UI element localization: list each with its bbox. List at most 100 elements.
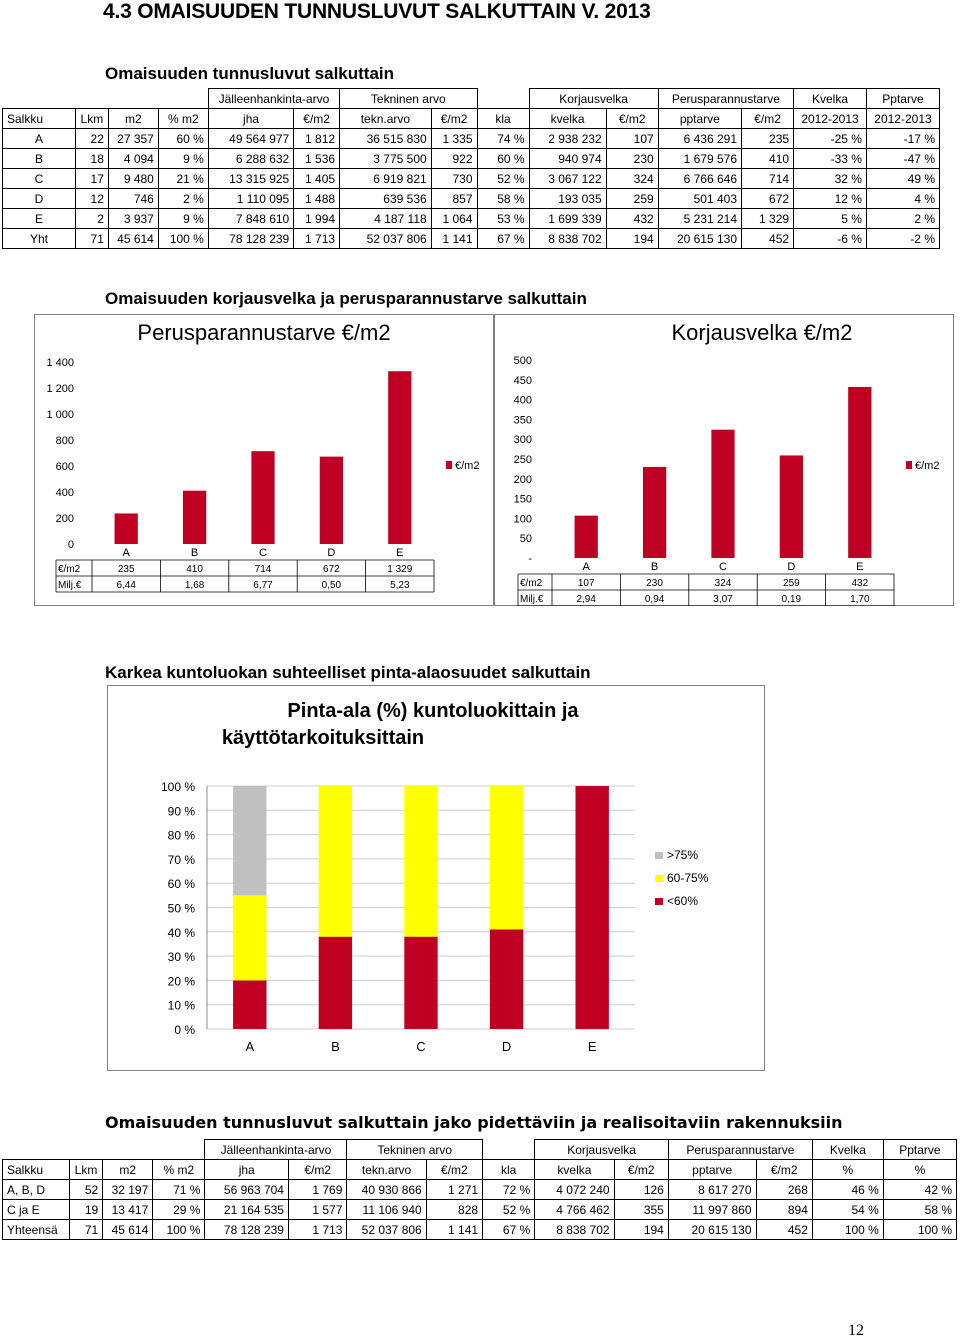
table-cell: 100 % bbox=[883, 1219, 958, 1240]
table-cell: A, B, D bbox=[2, 1179, 70, 1200]
y-tick-label: 100 % bbox=[161, 780, 195, 794]
chart-korjausvelka: Korjausvelka €/m2 - 50 100 150 200 250 300 350 40… bbox=[514, 320, 939, 606]
table-value: 432 bbox=[851, 578, 868, 589]
x-tick-label: B bbox=[331, 1039, 340, 1054]
table-cell: 52 037 806 bbox=[346, 1219, 427, 1240]
table-cell: 40 930 866 bbox=[346, 1179, 427, 1200]
group-header-kvelka: Kvelka bbox=[812, 1139, 884, 1160]
column-header: m2 bbox=[108, 108, 159, 129]
table-cell: 4 766 462 bbox=[534, 1199, 615, 1220]
table-cell: 58 % bbox=[883, 1199, 958, 1220]
group-header-row: Jälleenhankinta-arvo Tekninen arvo Korja… bbox=[3, 1139, 958, 1160]
legend-swatch bbox=[655, 875, 663, 882]
column-header: jha bbox=[208, 108, 295, 129]
table-cell: 71 bbox=[75, 228, 109, 249]
table-cell: 194 bbox=[606, 228, 659, 249]
column-header: Lkm bbox=[75, 108, 109, 129]
table-value: 6,77 bbox=[253, 580, 273, 591]
table-value: 0,19 bbox=[782, 594, 802, 605]
table-cell: 19 bbox=[69, 1199, 104, 1220]
table-cell: 1 812 bbox=[293, 128, 341, 149]
column-header: €/m2 bbox=[756, 1159, 813, 1180]
y-tick-label: 10 % bbox=[168, 999, 196, 1013]
bar-segment bbox=[489, 786, 524, 930]
column-header: tekn.arvo bbox=[339, 108, 432, 129]
x-tick-label: E bbox=[396, 547, 403, 559]
column-header: €/m2 bbox=[426, 1159, 484, 1180]
bar bbox=[114, 513, 138, 544]
table-cell: 1 064 bbox=[431, 208, 478, 229]
column-header: pptarve bbox=[668, 1159, 757, 1180]
bar bbox=[319, 456, 344, 544]
bar-segment bbox=[233, 786, 267, 896]
table-cell: 42 % bbox=[883, 1179, 958, 1200]
page-title: 4.3 OMAISUUDEN TUNNUSLUVUT SALKUTTAIN V.… bbox=[103, 0, 651, 23]
group-header-jha: Jälleenhankinta-arvo bbox=[207, 88, 341, 109]
table-cell: 1 577 bbox=[288, 1199, 348, 1220]
column-header: Salkku bbox=[2, 1159, 70, 1180]
x-tick-label: A bbox=[583, 561, 591, 573]
y-tick-label: 300 bbox=[514, 434, 532, 446]
table-cell: 52 % bbox=[477, 168, 530, 189]
table-cell: C ja E bbox=[2, 1199, 70, 1220]
table-cell: 8 617 270 bbox=[668, 1179, 757, 1200]
chart-frame-korjausvelka bbox=[494, 314, 954, 606]
column-header: kla bbox=[482, 1159, 536, 1180]
table-cell: 2 bbox=[75, 208, 109, 229]
table-row: B 18 4 094 9 % 6 288 632 1 536 3 775 500 922 60 … bbox=[2, 148, 941, 169]
x-tick-label: A bbox=[245, 1039, 254, 1054]
legend-label: >75% bbox=[667, 848, 698, 862]
table-cell: 8 838 702 bbox=[529, 228, 607, 249]
table-cell: 1 699 339 bbox=[529, 208, 607, 229]
table-cell: 6 766 646 bbox=[658, 168, 743, 189]
group-header-tekninen: Tekninen arvo bbox=[339, 88, 478, 109]
table-cell: 52 % bbox=[482, 1199, 536, 1220]
table-cell: -2 % bbox=[866, 228, 941, 249]
section2-title: Omaisuuden korjausvelka ja perusparannus… bbox=[105, 289, 587, 308]
bar bbox=[574, 515, 598, 558]
column-header: 2012-2013 bbox=[793, 108, 867, 129]
group-header-perusparannus: Perusparannustarve bbox=[668, 1139, 813, 1160]
table-cell: Yht bbox=[2, 228, 76, 249]
table-row: Yht 71 45 614 100 % 78 128 239 1 713 52 037 80… bbox=[2, 228, 941, 249]
table-cell: 9 480 bbox=[108, 168, 159, 189]
table-cell: 268 bbox=[756, 1179, 813, 1200]
x-tick-label: E bbox=[856, 561, 863, 573]
column-header: % m2 bbox=[152, 1159, 206, 1180]
table-value: 672 bbox=[323, 564, 340, 575]
table-cell: 29 % bbox=[152, 1199, 206, 1220]
table-cell: 714 bbox=[741, 168, 795, 189]
table-cell: 21 % bbox=[158, 168, 209, 189]
table-cell: 2 % bbox=[158, 188, 209, 209]
column-header: pptarve bbox=[658, 108, 743, 129]
table-cell: A bbox=[2, 128, 76, 149]
bar bbox=[182, 490, 207, 544]
column-header: jha bbox=[204, 1159, 289, 1180]
y-tick-label: 400 bbox=[514, 395, 532, 407]
table-cell: 324 bbox=[606, 168, 659, 189]
table-cell: -25 % bbox=[793, 128, 867, 149]
x-tick-label: D bbox=[502, 1039, 511, 1054]
table-value: 324 bbox=[715, 578, 732, 589]
chart-title: Pinta-ala (%) kuntoluokittain ja käyttöta… bbox=[222, 700, 580, 749]
y-tick-label: 200 bbox=[514, 474, 532, 486]
y-tick-label: - bbox=[528, 553, 532, 565]
table-value: 235 bbox=[118, 564, 135, 575]
table-cell: 1 994 bbox=[293, 208, 341, 229]
table-cell: 1 713 bbox=[293, 228, 341, 249]
table-cell: 1 769 bbox=[288, 1179, 348, 1200]
table-cell: 6 436 291 bbox=[658, 128, 743, 149]
column-header: tekn.arvo bbox=[346, 1159, 427, 1180]
table-cell: -33 % bbox=[793, 148, 867, 169]
table-cell: 355 bbox=[614, 1199, 669, 1220]
group-header-tekninen: Tekninen arvo bbox=[346, 1139, 484, 1160]
table-cell: 1 110 095 bbox=[208, 188, 295, 209]
table-cell: 36 515 830 bbox=[339, 128, 432, 149]
column-header: 2012-2013 bbox=[866, 108, 941, 129]
table-cell: 67 % bbox=[477, 228, 530, 249]
y-tick-label: 200 bbox=[56, 513, 74, 525]
x-tick-label: C bbox=[259, 547, 267, 559]
bar-segment bbox=[233, 895, 267, 981]
legend-label: <60% bbox=[667, 894, 698, 908]
